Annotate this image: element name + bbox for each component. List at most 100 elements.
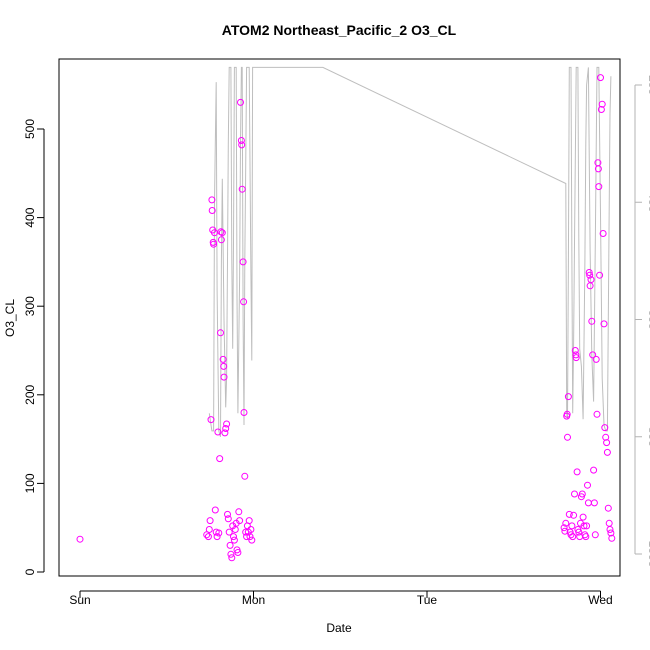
- data-point: [208, 196, 216, 204]
- data-point: [240, 298, 248, 306]
- data-point: [584, 481, 591, 489]
- data-point: [207, 416, 215, 424]
- data-point: [579, 513, 587, 521]
- y-tick-label: 200: [23, 384, 37, 404]
- data-point: [608, 534, 616, 542]
- data-point: [597, 106, 605, 113]
- data-point: [560, 524, 568, 532]
- data-point: [575, 528, 583, 536]
- y-right-tick-label: 1000: [646, 541, 650, 568]
- data-point: [596, 271, 604, 279]
- data-point: [564, 393, 572, 401]
- data-point: [583, 522, 591, 530]
- data-point: [214, 428, 222, 436]
- data-point: [218, 229, 226, 237]
- data-point: [607, 529, 615, 537]
- x-tick-label: Tue: [417, 593, 438, 607]
- data-point: [208, 207, 216, 214]
- data-point: [221, 429, 229, 437]
- data-point: [227, 550, 235, 558]
- data-point: [593, 410, 601, 418]
- data-point: [565, 510, 573, 518]
- data-point: [243, 533, 251, 541]
- data-point: [217, 228, 225, 236]
- data-point: [237, 137, 245, 144]
- y-right-tick-label: 800: [646, 427, 650, 447]
- data-point: [217, 236, 225, 244]
- data-point: [597, 74, 604, 82]
- data-point: [226, 541, 234, 549]
- y-tick-label: 100: [23, 473, 37, 493]
- data-point: [604, 504, 612, 512]
- data-point: [561, 527, 569, 535]
- data-point: [204, 533, 212, 541]
- data-point: [215, 529, 223, 537]
- data-point: [220, 373, 228, 381]
- data-point: [241, 472, 249, 480]
- data-point: [211, 229, 218, 237]
- data-point: [235, 508, 243, 516]
- data-point: [584, 499, 592, 507]
- data-point: [588, 317, 596, 325]
- y-right-tick-label: 400: [646, 192, 650, 212]
- y-right-tick-label: 200: [646, 75, 650, 95]
- y-tick-label: 0: [23, 568, 37, 575]
- data-point: [594, 165, 602, 173]
- data-point: [606, 526, 614, 533]
- data-point: [219, 355, 227, 363]
- data-point: [224, 510, 231, 518]
- y-tick-label: 500: [23, 119, 37, 139]
- y-tick-label: 300: [23, 296, 37, 316]
- data-point: [237, 98, 244, 106]
- data-point: [76, 535, 84, 543]
- data-point: [599, 230, 607, 237]
- data-point: [245, 517, 253, 525]
- data-point: [571, 490, 578, 498]
- data-point: [598, 100, 606, 108]
- plot-area-frame: [58, 58, 621, 577]
- data-point: [592, 355, 600, 363]
- data-point: [564, 433, 571, 441]
- data-point: [582, 533, 590, 541]
- data-point: [578, 490, 586, 498]
- x-tick-label: Wed: [588, 593, 612, 607]
- data-point: [205, 526, 213, 533]
- data-point: [587, 276, 595, 284]
- data-point: [216, 455, 224, 463]
- data-point: [603, 439, 611, 447]
- data-point: [230, 533, 237, 541]
- data-point: [238, 141, 246, 149]
- data-point: [569, 533, 577, 541]
- data-point: [213, 533, 221, 541]
- data-point: [567, 531, 575, 539]
- data-point: [239, 258, 247, 266]
- data-point: [591, 531, 599, 539]
- data-point: [605, 519, 613, 527]
- data-point: [595, 183, 603, 191]
- secondary-series-line: [208, 66, 612, 437]
- data-point: [211, 506, 219, 514]
- data-point: [580, 522, 588, 530]
- data-point: [570, 511, 578, 519]
- y-right-tick-label: 600: [646, 309, 650, 329]
- data-point: [206, 517, 214, 525]
- data-point: [600, 320, 608, 328]
- y-tick-label: 400: [23, 207, 37, 227]
- data-point: [228, 554, 236, 562]
- data-point: [224, 515, 232, 523]
- data-point: [603, 448, 611, 456]
- data-point: [586, 271, 594, 279]
- data-point: [572, 354, 580, 362]
- data-point: [230, 536, 238, 544]
- data-point: [562, 519, 570, 527]
- data-point: [247, 526, 255, 533]
- data-point: [572, 351, 580, 359]
- data-point: [586, 282, 594, 290]
- data-point: [590, 466, 598, 474]
- x-tick-label: Mon: [242, 593, 265, 607]
- y-axis-label: O3_CL: [3, 299, 17, 337]
- data-point: [573, 468, 581, 476]
- data-point: [601, 424, 609, 432]
- data-point: [590, 499, 598, 507]
